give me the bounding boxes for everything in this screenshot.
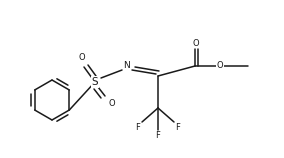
Text: O: O [217,61,223,70]
Text: F: F [176,124,180,133]
Text: O: O [193,39,199,48]
Text: O: O [79,54,85,63]
Text: S: S [92,77,98,87]
Text: F: F [156,131,160,140]
Text: F: F [135,124,140,133]
Text: O: O [109,98,115,107]
Text: N: N [124,61,130,70]
